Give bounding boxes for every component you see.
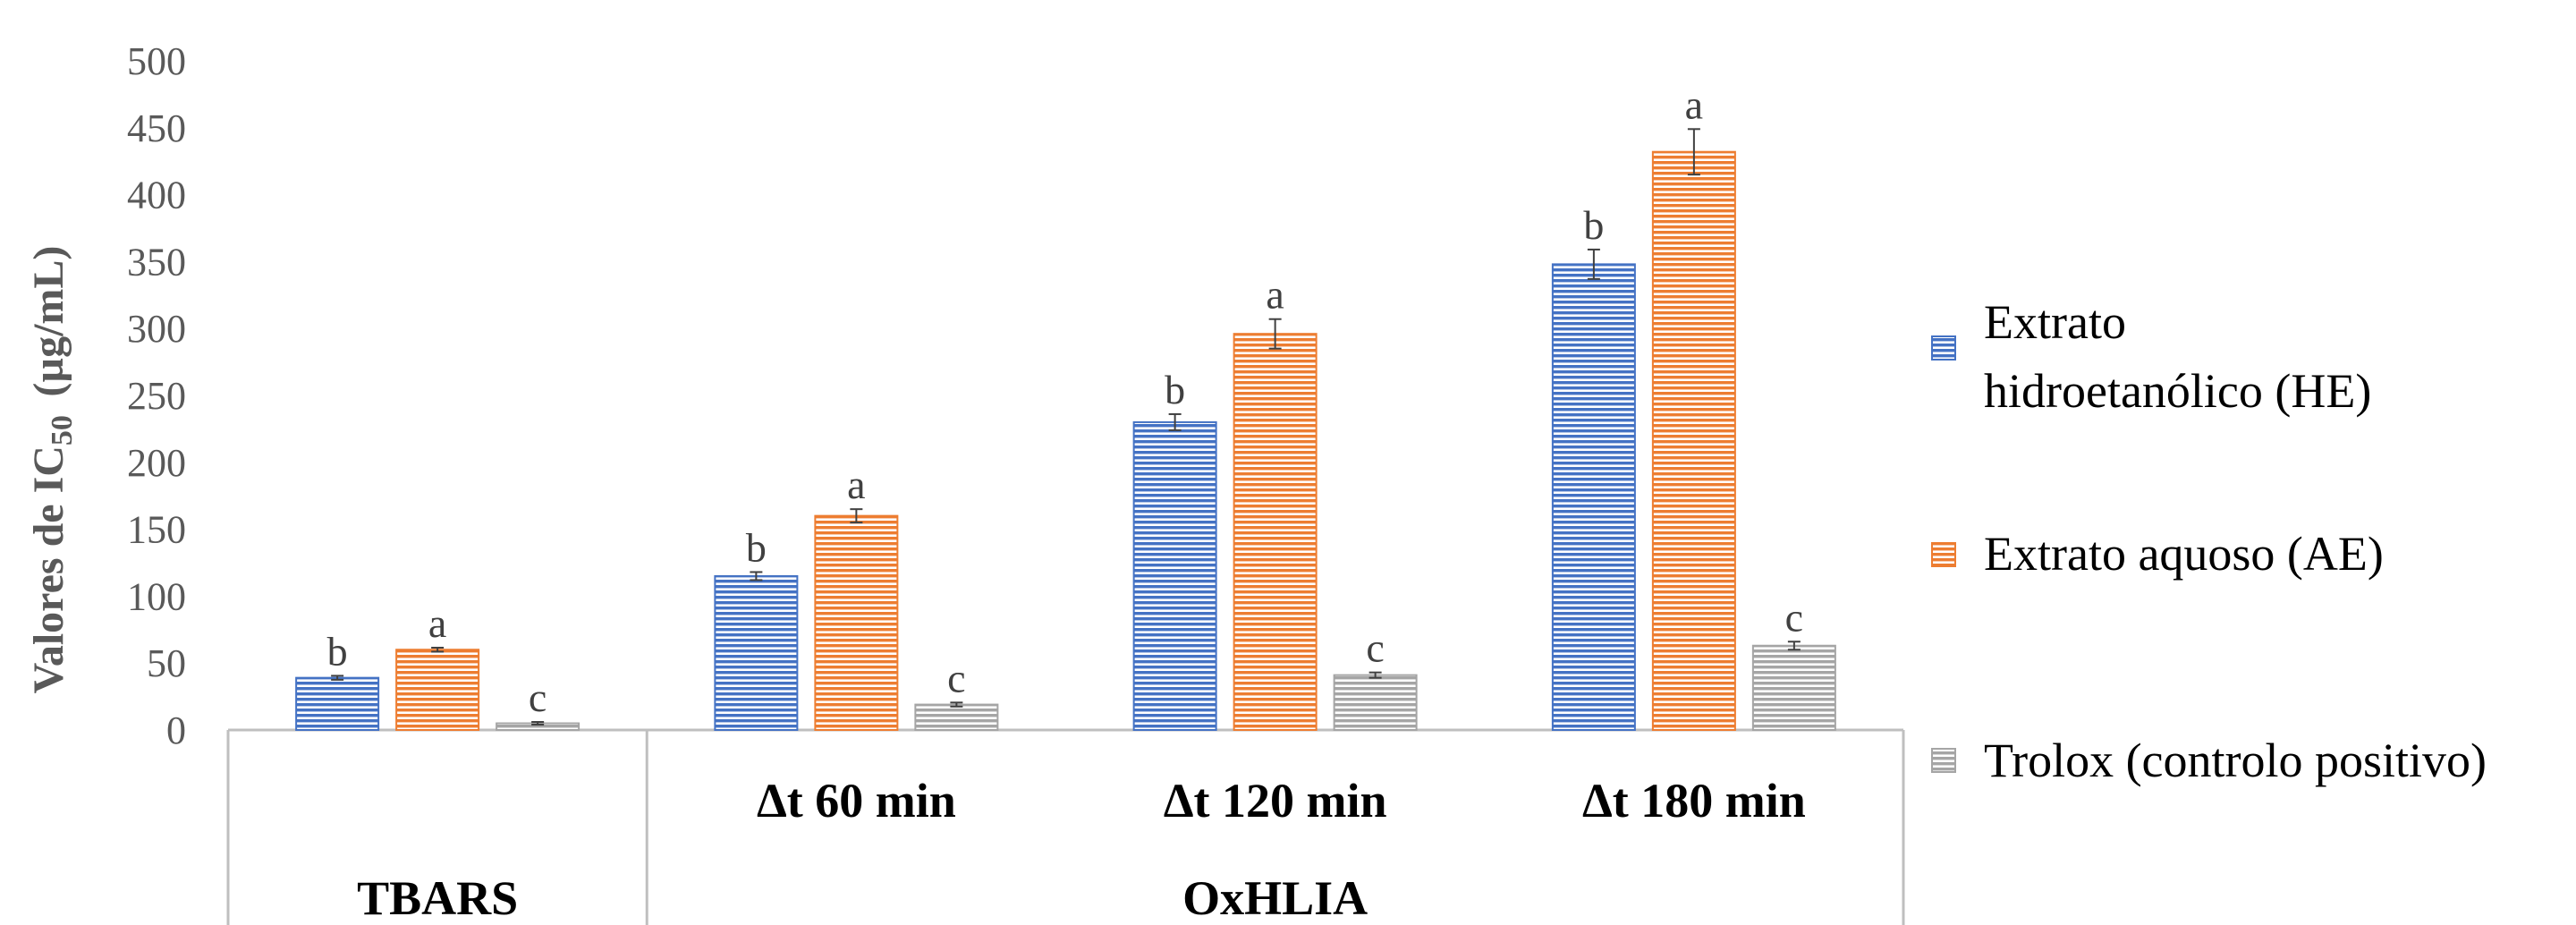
significance-label: c (529, 675, 547, 720)
y-tick-label: 450 (127, 106, 186, 150)
significance-label: a (428, 600, 446, 646)
y-tick-label: 50 (147, 641, 186, 685)
bar (814, 514, 899, 732)
y-tick-label: 300 (127, 307, 186, 351)
bar (1551, 263, 1636, 731)
bar (295, 676, 380, 732)
y-tick-label: 100 (127, 574, 186, 618)
bar (1751, 644, 1836, 732)
y-axis-label-main: Valores de IC (25, 446, 72, 693)
category-labels: Δt 60 min Δt 120 min Δt 180 min TBARS OxHLIA (357, 774, 1806, 925)
y-tick-label: 150 (127, 508, 186, 552)
significance-label: a (847, 462, 865, 507)
group-label: TBARS (357, 871, 518, 925)
y-tick-label: 0 (166, 709, 186, 752)
legend-item: Extrato aquoso (AE) (1931, 527, 2384, 581)
bar (1132, 420, 1217, 731)
legend-swatch (1931, 748, 1956, 773)
group-label: OxHLIA (1182, 871, 1368, 925)
significance-label: c (947, 655, 965, 700)
bar (1651, 150, 1736, 731)
svg-text:Valores de IC50 (µg/mL): Valores de IC50 (µg/mL) (25, 246, 79, 694)
bar (1333, 674, 1418, 731)
legend-label: Trolox (controlo positivo) (1984, 734, 2487, 787)
bar (1233, 333, 1318, 731)
significance-label: b (1165, 367, 1185, 412)
bars: b a c b a c b a c b a c (295, 81, 1836, 732)
significance-label: b (327, 628, 348, 674)
y-tick-label: 500 (127, 39, 186, 83)
significance-label: b (746, 524, 767, 570)
category-label: Δt 120 min (1164, 774, 1387, 827)
y-axis-label-subscript: 50 (46, 415, 79, 446)
category-label: Δt 60 min (757, 774, 956, 827)
legend-item: Trolox (controlo positivo) (1931, 734, 2487, 787)
y-axis-label: Valores de IC50 (µg/mL) (25, 246, 79, 694)
bar (395, 649, 480, 731)
y-tick-label: 350 (127, 240, 186, 284)
category-label: Δt 180 min (1582, 774, 1806, 827)
legend-swatch (1931, 542, 1956, 567)
bar (914, 703, 999, 731)
y-axis-label-unit: (µg/mL) (25, 246, 72, 397)
legend-label: hidroetanólico (HE) (1984, 364, 2371, 418)
legend-item: Extrato hidroetanólico (HE) (1931, 295, 2371, 418)
y-tick-label: 250 (127, 374, 186, 418)
significance-label: a (1266, 272, 1284, 318)
significance-label: b (1583, 202, 1604, 248)
bar (714, 574, 799, 732)
significance-label: c (1366, 625, 1384, 671)
significance-label: c (1785, 594, 1803, 640)
legend: Extrato hidroetanólico (HE) Extrato aquoso… (1931, 295, 2487, 787)
y-tick-label: 200 (127, 441, 186, 485)
y-axis-ticks: 0 50 100 150 200 250 300 350 400 450 500 (127, 39, 186, 752)
legend-swatch (1931, 335, 1956, 361)
significance-label: a (1685, 81, 1703, 127)
legend-label: Extrato (1984, 295, 2126, 349)
y-tick-label: 400 (127, 174, 186, 217)
legend-label: Extrato aquoso (AE) (1984, 527, 2384, 581)
